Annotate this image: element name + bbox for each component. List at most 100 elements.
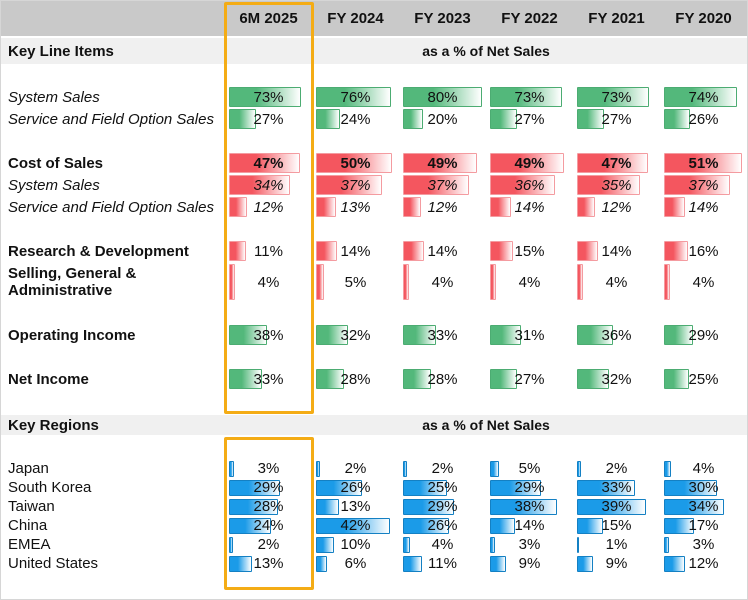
cell-cost-of-sales-fy-2022: 49% — [486, 152, 573, 174]
row-net-income: Net Income 33% 28% 28% 27% 32% 25% — [0, 368, 748, 390]
green-data-bar — [229, 109, 256, 129]
value-label: 73% — [514, 88, 545, 106]
cell-system-sales-fy-2020: 37% — [660, 174, 747, 196]
cell-operating-income-fy-2023: 33% — [399, 324, 486, 346]
cell-emea-fy-2024: 10% — [312, 535, 399, 554]
value-label: 27% — [514, 110, 545, 128]
cell-research-development-fy-2020: 16% — [660, 240, 747, 262]
value-label: 42% — [340, 517, 371, 534]
value-label: 4% — [431, 536, 454, 553]
value-label: 73% — [253, 88, 284, 106]
cell-service-and-field-option-sales-6m-2025: 12% — [225, 196, 312, 218]
red-data-bar — [316, 264, 324, 300]
blue-data-bar — [664, 517, 694, 534]
cell-united-states-fy-2024: 6% — [312, 554, 399, 573]
cell-japan-fy-2020: 4% — [660, 459, 747, 478]
row-label: Research & Development — [8, 242, 189, 260]
green-data-bar — [316, 109, 340, 129]
row-service-and-field-option-sales: Service and Field Option Sales 12% 13% 12% 1… — [0, 196, 748, 218]
red-data-bar — [664, 175, 731, 195]
value-label: 9% — [605, 555, 628, 572]
cell-china-fy-2023: 26% — [399, 516, 486, 535]
blue-data-bar — [229, 479, 280, 496]
value-label: 37% — [427, 176, 458, 194]
section-band-key-line-items: Key Line Items as a % of Net Sales — [0, 38, 748, 64]
cell-south-korea-fy-2021: 33% — [573, 478, 660, 497]
value-label: 14% — [427, 242, 458, 260]
value-label: 11% — [428, 555, 457, 572]
cell-selling-general-administrative-fy-2022: 4% — [486, 262, 573, 302]
value-label: 17% — [688, 517, 719, 534]
cell-service-and-field-option-sales-fy-2020: 14% — [660, 196, 747, 218]
value-label: 28% — [427, 370, 458, 388]
value-label: 6% — [344, 555, 367, 572]
blue-data-bar — [403, 555, 423, 572]
cell-research-development-fy-2021: 14% — [573, 240, 660, 262]
red-data-bar — [490, 264, 497, 300]
value-label: 14% — [514, 198, 545, 216]
value-label: 47% — [253, 154, 284, 172]
cell-japan-fy-2021: 2% — [573, 459, 660, 478]
blue-data-bar — [403, 479, 447, 496]
cell-japan-6m-2025: 3% — [225, 459, 312, 478]
value-label: 36% — [514, 176, 545, 194]
value-label: 49% — [514, 154, 545, 172]
column-header-fy-2021: FY 2021 — [588, 9, 645, 27]
value-label: 26% — [340, 479, 371, 496]
value-label: 20% — [427, 110, 458, 128]
value-label: 2% — [605, 460, 628, 477]
cell-service-and-field-option-sales-fy-2023: 20% — [399, 108, 486, 130]
red-data-bar — [664, 153, 742, 173]
value-label: 25% — [427, 479, 458, 496]
section-rows-key-line-items: System Sales 73% 76% 80% 73% 73% 74% Service an… — [0, 64, 748, 390]
section-title: Key Regions — [8, 416, 99, 434]
cell-system-sales-fy-2022: 36% — [486, 174, 573, 196]
value-label: 26% — [427, 517, 458, 534]
section-rows-key-regions: Japan 3% 2% 2% 5% 2% 4% South Korea 29% 26% 25% 29%… — [0, 459, 748, 573]
row-system-sales: System Sales 73% 76% 80% 73% 73% 74% — [0, 86, 748, 108]
cell-service-and-field-option-sales-fy-2021: 12% — [573, 196, 660, 218]
cell-taiwan-fy-2020: 34% — [660, 497, 747, 516]
value-label: 14% — [601, 242, 632, 260]
value-label: 33% — [253, 370, 284, 388]
blue-data-bar — [490, 555, 506, 572]
value-label: 24% — [340, 110, 371, 128]
value-label: 4% — [518, 273, 541, 291]
value-label: 4% — [431, 273, 454, 291]
cell-taiwan-fy-2022: 38% — [486, 497, 573, 516]
value-label: 12% — [601, 198, 632, 216]
value-label: 29% — [688, 326, 719, 344]
red-data-bar — [229, 153, 301, 173]
red-data-bar — [403, 153, 478, 173]
cell-selling-general-administrative-fy-2024: 5% — [312, 262, 399, 302]
value-label: 29% — [514, 479, 545, 496]
blue-data-bar — [403, 460, 407, 477]
cell-china-fy-2022: 14% — [486, 516, 573, 535]
cell-service-and-field-option-sales-fy-2023: 12% — [399, 196, 486, 218]
value-label: 4% — [692, 460, 715, 477]
red-data-bar — [577, 241, 599, 261]
row-label: Net Income — [8, 370, 89, 388]
red-data-bar — [490, 153, 565, 173]
red-data-bar — [229, 175, 290, 195]
column-header-fy-2022: FY 2022 — [501, 9, 558, 27]
red-data-bar — [316, 153, 392, 173]
value-label: 35% — [601, 176, 632, 194]
row-service-and-field-option-sales: Service and Field Option Sales 27% 24% 20% 2… — [0, 108, 748, 130]
red-data-bar — [229, 264, 236, 300]
cell-south-korea-6m-2025: 29% — [225, 478, 312, 497]
blue-data-bar — [403, 498, 454, 515]
header-row: 6M 2025 FY 2024 FY 2023 FY 2022 FY 2021 FY 20… — [0, 0, 748, 36]
cell-service-and-field-option-sales-fy-2024: 24% — [312, 108, 399, 130]
blue-data-bar — [577, 536, 579, 553]
row-operating-income: Operating Income 38% 32% 33% 31% 36% 29% — [0, 324, 748, 346]
green-data-bar — [403, 369, 431, 389]
value-label: 28% — [253, 498, 284, 515]
value-label: 33% — [427, 326, 458, 344]
blue-data-bar — [229, 536, 233, 553]
row-taiwan: Taiwan 28% 13% 29% 38% 39% 34% — [0, 497, 748, 516]
value-label: 28% — [340, 370, 371, 388]
cell-net-income-fy-2022: 27% — [486, 368, 573, 390]
cell-system-sales-fy-2024: 76% — [312, 86, 399, 108]
